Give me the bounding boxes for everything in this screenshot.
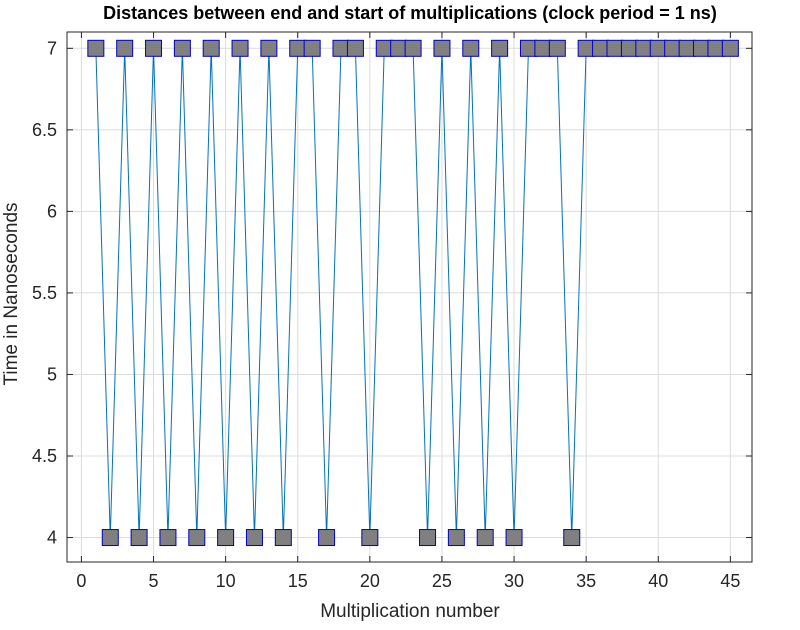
data-point-marker [101, 529, 119, 547]
data-point-marker [447, 529, 465, 547]
x-tick-label: 25 [432, 571, 452, 591]
data-point-marker [318, 529, 336, 547]
data-point-marker [678, 39, 696, 57]
data-point-marker [130, 529, 148, 547]
data-point-marker [87, 39, 105, 57]
data-point-marker [116, 39, 134, 57]
data-point-marker [592, 39, 610, 57]
data-point-marker [563, 529, 581, 547]
data-point-marker [491, 39, 509, 57]
y-axis-ticks: 4 4.5 5 5.5 6 6.5 7 [32, 38, 752, 548]
data-point-marker [620, 39, 638, 57]
data-point-marker [332, 39, 350, 57]
y-axis-label: Time in Nanoseconds [1, 202, 22, 385]
data-point-marker [217, 529, 235, 547]
data-point-marker [721, 39, 739, 57]
y-tick-label: 6 [47, 201, 57, 221]
y-tick-label: 4.5 [32, 446, 57, 466]
data-point-marker [419, 529, 437, 547]
y-tick-label: 6.5 [32, 120, 57, 140]
data-point-marker [274, 529, 292, 547]
data-point-marker [519, 39, 537, 57]
data-point-marker [375, 39, 393, 57]
x-tick-label: 15 [288, 571, 308, 591]
data-point-marker [649, 39, 667, 57]
x-axis-label: Multiplication number [320, 601, 500, 622]
data-point-marker [231, 39, 249, 57]
x-tick-label: 5 [149, 571, 159, 591]
data-point-marker [188, 529, 206, 547]
data-point-marker [404, 39, 422, 57]
data-point-marker [534, 39, 552, 57]
data-point-marker [173, 39, 191, 57]
y-tick-label: 5 [47, 364, 57, 384]
x-axis-ticks: 0 5 10 15 20 25 30 35 40 45 [76, 32, 740, 591]
x-tick-label: 10 [216, 571, 236, 591]
data-point-marker [145, 39, 163, 57]
data-point-marker [433, 39, 451, 57]
data-point-marker [707, 39, 725, 57]
data-point-marker [635, 39, 653, 57]
data-point-marker [245, 529, 263, 547]
y-tick-label: 4 [47, 528, 57, 548]
data-point-marker [606, 39, 624, 57]
data-point-marker [361, 529, 379, 547]
data-point-marker [548, 39, 566, 57]
data-point-marker [505, 529, 523, 547]
y-tick-label: 5.5 [32, 283, 57, 303]
data-point-marker [303, 39, 321, 57]
chart-title: Distances between end and start of multi… [103, 3, 717, 23]
x-tick-label: 45 [720, 571, 740, 591]
data-point-marker [346, 39, 364, 57]
data-point-marker [390, 39, 408, 57]
data-markers [87, 39, 739, 547]
x-tick-label: 0 [76, 571, 86, 591]
data-point-marker [693, 39, 711, 57]
y-tick-label: 7 [47, 38, 57, 58]
data-point-marker [289, 39, 307, 57]
data-point-marker [577, 39, 595, 57]
x-tick-label: 30 [504, 571, 524, 591]
data-point-marker [476, 529, 494, 547]
x-tick-label: 35 [576, 571, 596, 591]
data-point-marker [159, 529, 177, 547]
data-point-marker [260, 39, 278, 57]
data-point-marker [664, 39, 682, 57]
x-tick-label: 40 [648, 571, 668, 591]
plot-frame [66, 31, 753, 563]
data-point-marker [462, 39, 480, 57]
x-tick-label: 20 [360, 571, 380, 591]
data-point-marker [202, 39, 220, 57]
